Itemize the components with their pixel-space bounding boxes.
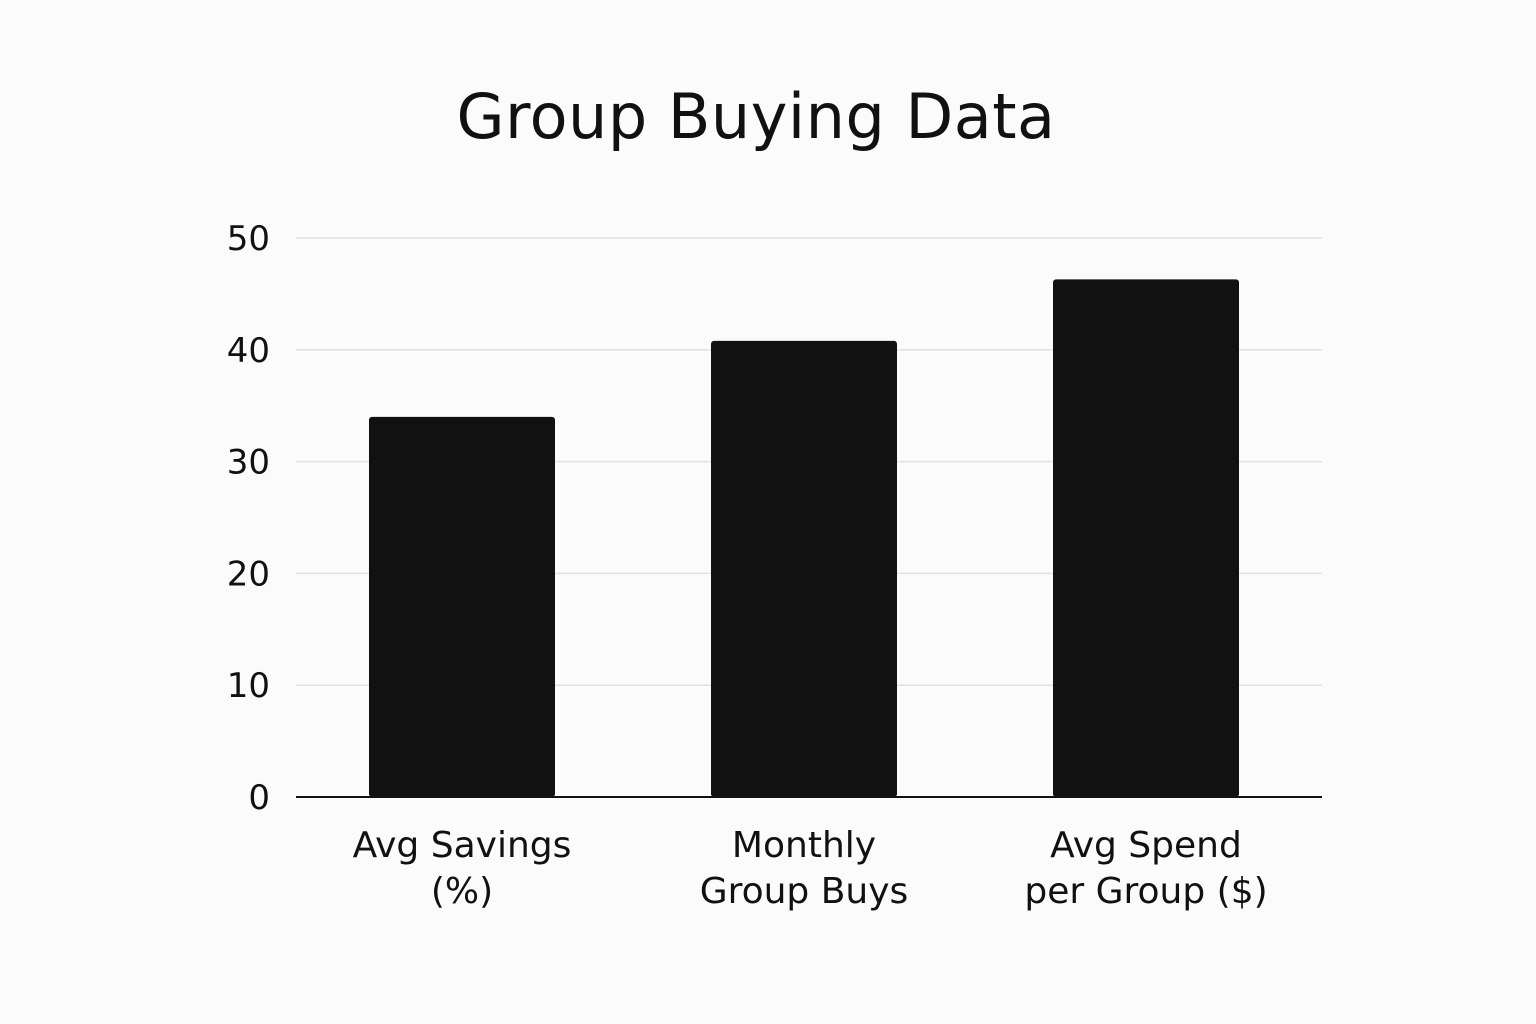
bar bbox=[1053, 279, 1239, 798]
y-tick-label: 20 bbox=[227, 554, 270, 594]
x-category-label: per Group ($) bbox=[1024, 871, 1267, 912]
y-tick-label: 10 bbox=[227, 666, 270, 706]
y-tick-label: 0 bbox=[248, 778, 270, 818]
bar bbox=[711, 340, 897, 797]
y-axis-ticks: 0 10 20 30 40 50 bbox=[227, 219, 270, 818]
bars bbox=[369, 279, 1239, 798]
x-category-label: Avg Spend bbox=[1050, 825, 1242, 866]
x-category-label: (%) bbox=[431, 871, 493, 912]
x-category-label: Monthly bbox=[732, 825, 876, 866]
y-tick-label: 30 bbox=[227, 443, 270, 483]
x-axis-category-labels: Avg Savings (%) Monthly Group Buys Avg Spend… bbox=[353, 825, 1268, 912]
chart-title: Group Buying Data bbox=[456, 80, 1056, 153]
y-tick-label: 40 bbox=[227, 331, 270, 371]
bar bbox=[369, 416, 555, 797]
x-category-label: Avg Savings bbox=[353, 825, 572, 866]
y-tick-label: 50 bbox=[227, 219, 270, 259]
x-category-label: Group Buys bbox=[700, 871, 909, 912]
